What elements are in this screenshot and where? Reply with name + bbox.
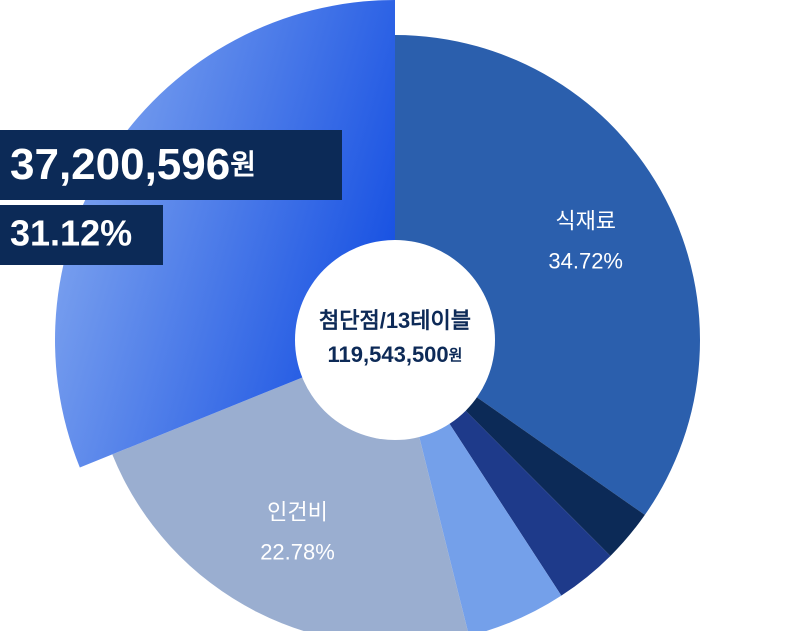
center-title: 첨단점/13테이블 <box>319 308 471 333</box>
center-total-unit: 원 <box>449 347 463 364</box>
center-total: 119,543,500원 <box>328 342 463 367</box>
callout-amount-value: 37,200,596 <box>10 140 230 189</box>
callout-amount-box <box>0 130 342 200</box>
slice-category-label: 식재료 <box>555 209 616 234</box>
slice-category-label: 인건비 <box>267 499 328 524</box>
callout-percent-box <box>0 205 163 265</box>
pie-slice <box>395 35 700 515</box>
center-total-value: 119,543,500 <box>328 342 449 367</box>
slice-value-label: 34.72% <box>548 249 623 274</box>
callout-amount-unit: 원 <box>230 149 256 180</box>
donut-hole <box>295 240 495 440</box>
slice-value-label: 22.78% <box>260 539 335 564</box>
callout-amount: 37,200,596원 <box>10 140 256 189</box>
callout-percent: 31.12% <box>10 213 132 254</box>
